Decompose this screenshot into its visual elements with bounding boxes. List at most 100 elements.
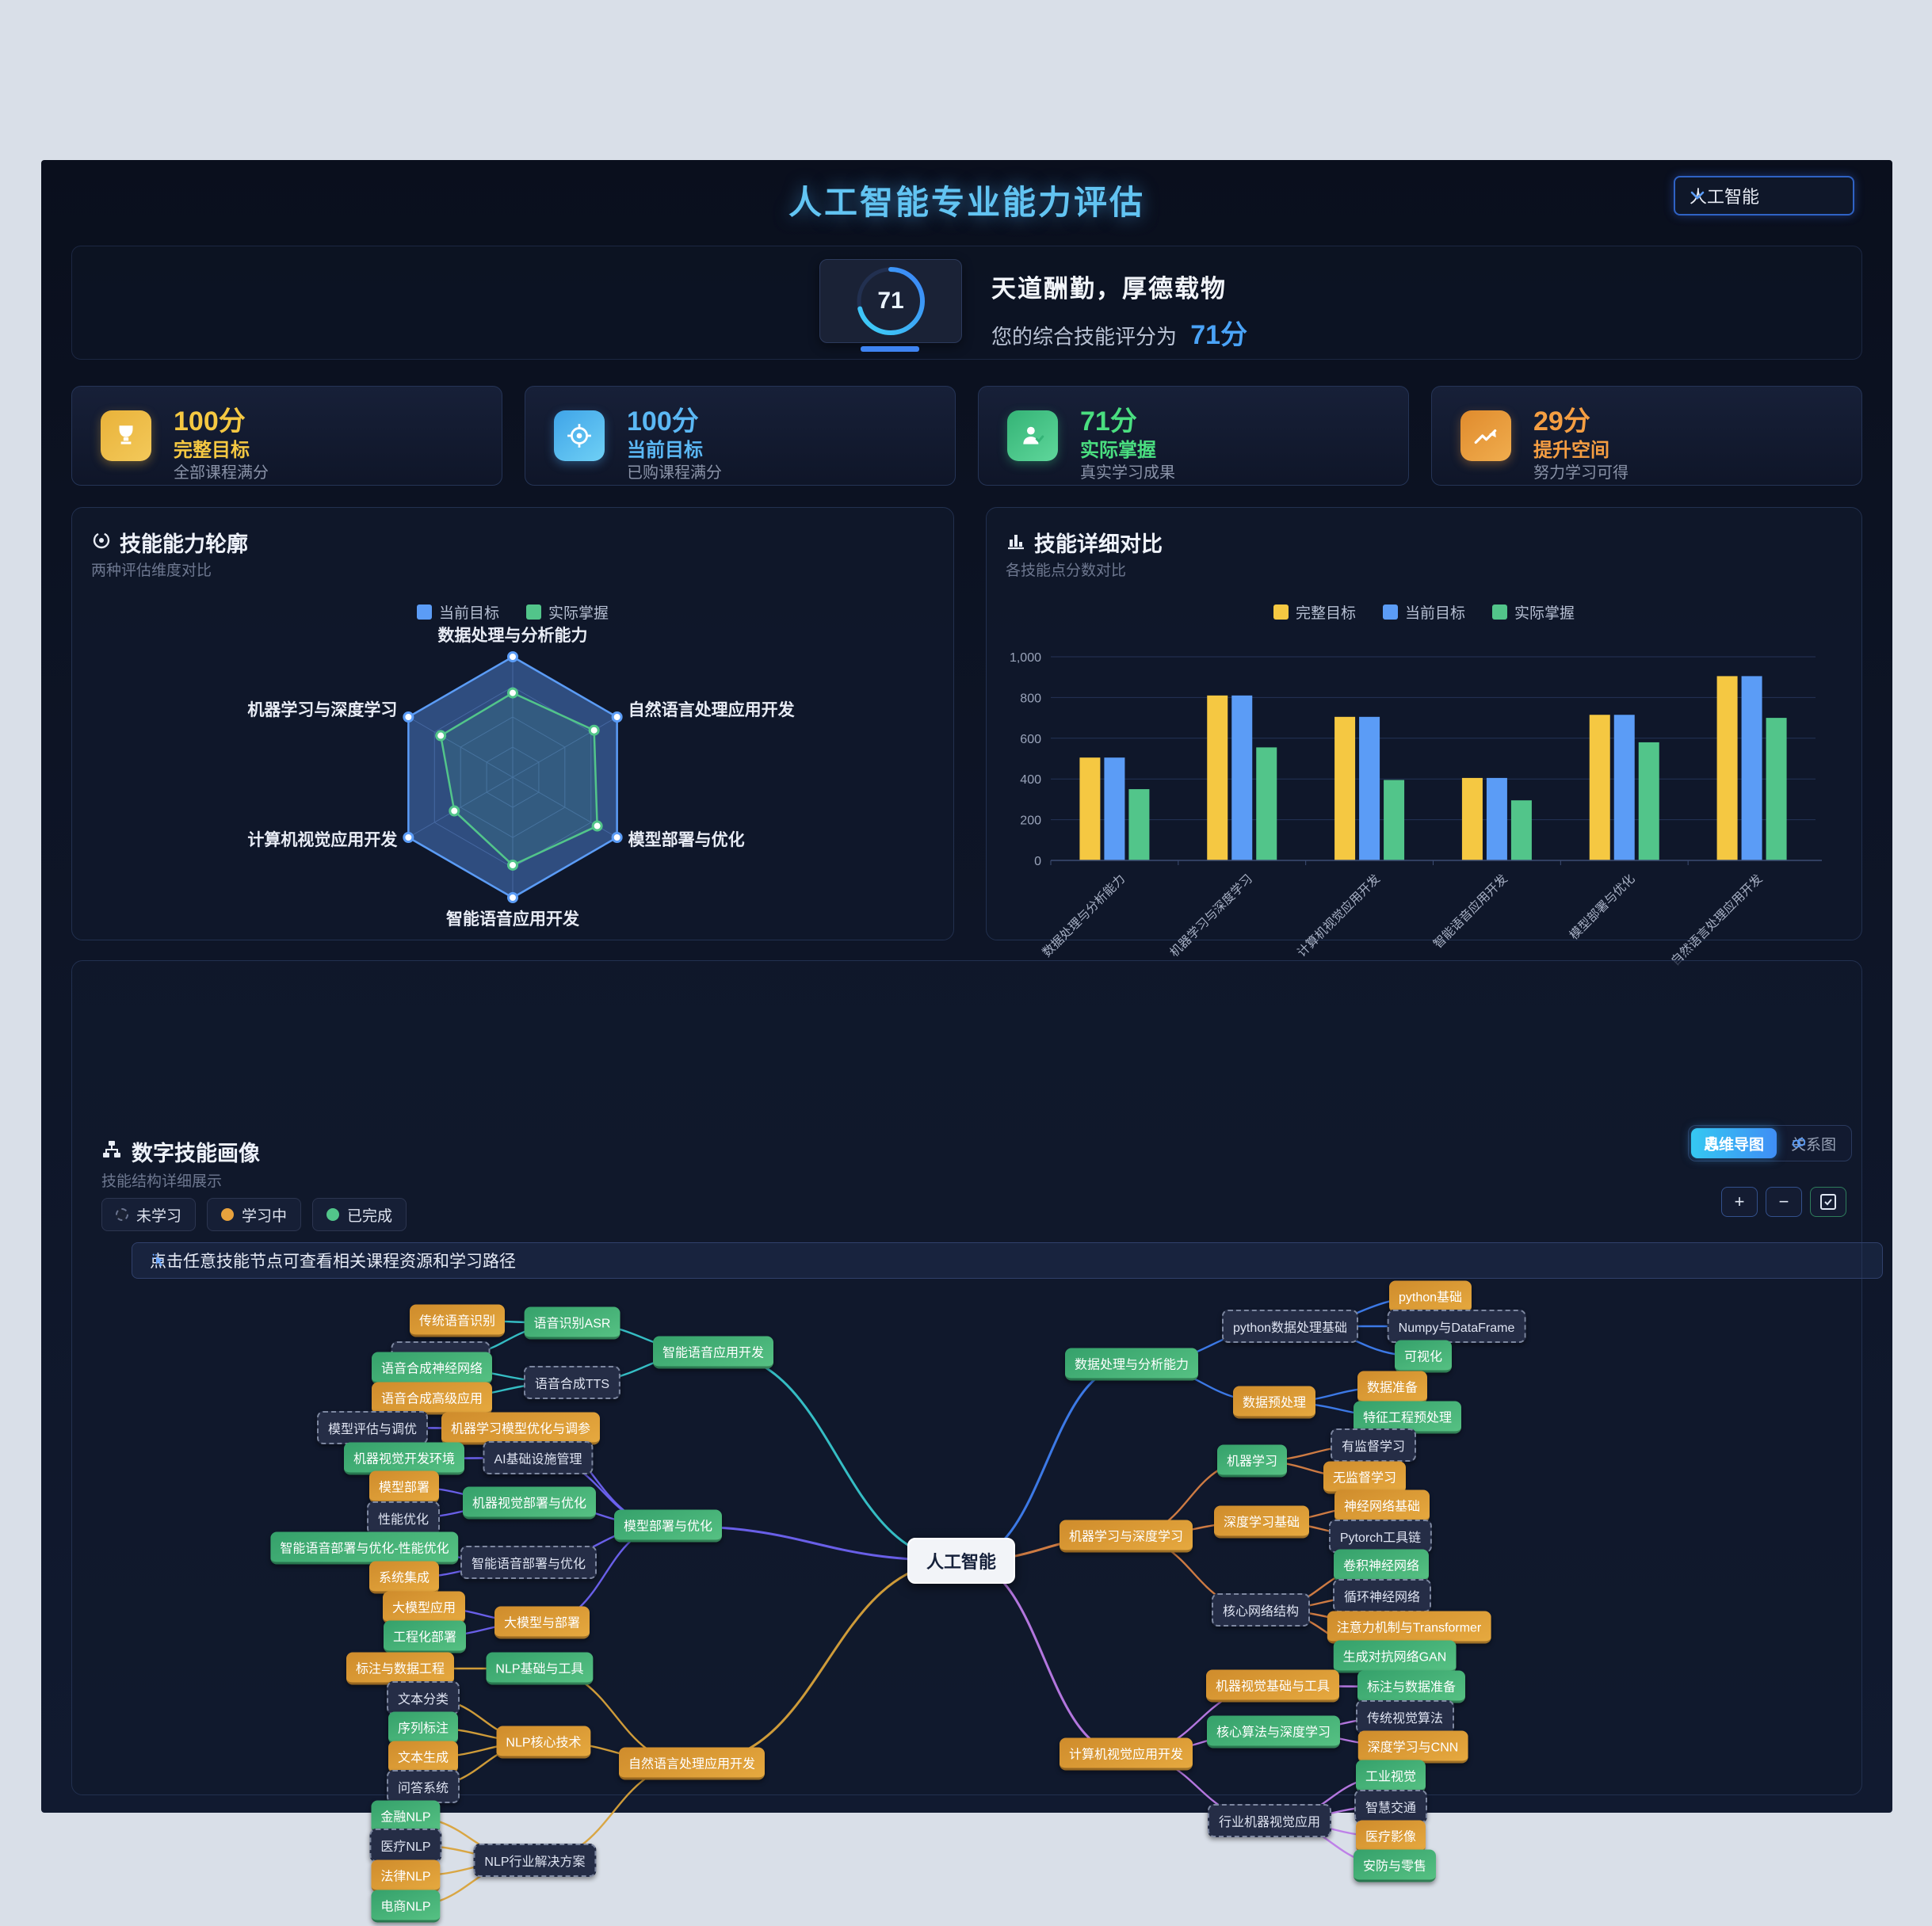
legend-item[interactable]: 实际掌握: [526, 601, 609, 623]
bar-当前目标[interactable]: [1741, 676, 1762, 860]
mindmap-node[interactable]: 循环神经网络: [1332, 1579, 1432, 1612]
bar-完整目标[interactable]: [1079, 757, 1101, 860]
mindmap-node[interactable]: 文本生成: [388, 1741, 459, 1774]
fit-view-button[interactable]: [1810, 1187, 1846, 1217]
mindmap-node[interactable]: 核心网络结构: [1211, 1593, 1311, 1627]
mindmap-node[interactable]: 数据处理与分析能力: [1064, 1348, 1199, 1381]
legend-item[interactable]: 当前目标: [416, 601, 499, 623]
mindmap-node[interactable]: 工程化部署: [383, 1620, 467, 1653]
mindmap-node[interactable]: 机器视觉部署与优化: [462, 1486, 597, 1520]
tab-graph-view[interactable]: 关系图: [1778, 1128, 1849, 1158]
mindmap-node[interactable]: 注意力机制与Transformer: [1327, 1611, 1491, 1644]
mindmap-node[interactable]: 卷积神经网络: [1333, 1549, 1430, 1582]
mindmap-node[interactable]: 序列标注: [388, 1711, 459, 1745]
bar-实际掌握[interactable]: [1128, 789, 1150, 860]
legend-item[interactable]: 完整目标: [1273, 601, 1356, 623]
mindmap-node[interactable]: 系统集成: [368, 1561, 440, 1594]
bar-当前目标[interactable]: [1359, 716, 1380, 860]
mindmap-node[interactable]: 标注与数据工程: [346, 1652, 455, 1685]
bar-完整目标[interactable]: [1589, 715, 1610, 860]
mindmap-node[interactable]: 计算机视觉应用开发: [1059, 1737, 1193, 1771]
mindmap-node[interactable]: 工业视觉: [1355, 1760, 1426, 1793]
mindmap-node[interactable]: Pytorch工具链: [1328, 1520, 1433, 1553]
mindmap-node[interactable]: 有监督学习: [1330, 1428, 1417, 1462]
legend-swatch: [1382, 604, 1398, 620]
mindmap-node[interactable]: 法律NLP: [371, 1859, 441, 1893]
status-chip-not-learned[interactable]: 未学习: [101, 1198, 197, 1231]
gauge-ring: [857, 267, 925, 335]
mindmap-node[interactable]: 机器视觉基础与工具: [1205, 1669, 1340, 1703]
mindmap-node[interactable]: 机器学习模型优化与调参: [441, 1412, 601, 1445]
mindmap-node[interactable]: 语音合成高级应用: [371, 1382, 493, 1415]
status-chip-completed[interactable]: 已完成: [312, 1198, 407, 1231]
mindmap-node[interactable]: 语音合成TTS: [523, 1366, 621, 1399]
mindmap-node[interactable]: 电商NLP: [371, 1890, 441, 1923]
mindmap-node[interactable]: 自然语言处理应用开发: [618, 1747, 766, 1780]
mindmap-node[interactable]: NLP核心技术: [496, 1726, 591, 1759]
mindmap-node[interactable]: 语音合成神经网络: [371, 1352, 493, 1385]
mindmap-node[interactable]: 行业机器视觉应用: [1207, 1804, 1332, 1837]
mindmap-node[interactable]: 问答系统: [386, 1770, 460, 1803]
mindmap-node[interactable]: 数据预处理: [1232, 1386, 1316, 1419]
course-selector-dropdown[interactable]: 人工智能: [1674, 176, 1854, 215]
mindmap-root-node[interactable]: 人工智能: [907, 1538, 1016, 1584]
mindmap-node[interactable]: 深度学习与CNN: [1357, 1730, 1468, 1764]
mindmap-node[interactable]: 大模型与部署: [494, 1606, 590, 1639]
mindmap-node[interactable]: 模型部署: [368, 1470, 440, 1504]
mindmap-node[interactable]: 大模型应用: [382, 1591, 466, 1624]
mindmap-node[interactable]: 机器视觉开发环境: [343, 1442, 465, 1475]
mindmap-node[interactable]: 生成对抗网络GAN: [1333, 1640, 1457, 1673]
mindmap-node[interactable]: 无监督学习: [1323, 1461, 1407, 1494]
mindmap-node[interactable]: 文本分类: [386, 1681, 460, 1714]
mindmap-node[interactable]: python数据处理基础: [1221, 1310, 1359, 1343]
mindmap-node[interactable]: 智能语音部署与优化: [460, 1546, 598, 1579]
mindmap-node[interactable]: 智能语音应用开发: [652, 1336, 774, 1369]
bar-当前目标[interactable]: [1613, 715, 1635, 860]
mindmap-node[interactable]: 智能语音部署与优化-性能优化: [270, 1531, 459, 1565]
bar-当前目标[interactable]: [1231, 695, 1253, 860]
legend-item[interactable]: 实际掌握: [1492, 601, 1575, 623]
mindmap-node[interactable]: 模型评估与调优: [316, 1411, 429, 1444]
mindmap-node[interactable]: 标注与数据准备: [1357, 1670, 1466, 1703]
bar-实际掌握[interactable]: [1384, 780, 1405, 860]
mindmap-node[interactable]: 机器学习: [1216, 1444, 1288, 1478]
bar-实际掌握[interactable]: [1256, 747, 1277, 860]
legend-item[interactable]: 当前目标: [1382, 601, 1465, 623]
bar-当前目标[interactable]: [1486, 777, 1507, 860]
mindmap-node[interactable]: 神经网络基础: [1334, 1489, 1430, 1523]
bar-实际掌握[interactable]: [1638, 742, 1659, 860]
bar-完整目标[interactable]: [1207, 695, 1228, 860]
mindmap-node[interactable]: 安防与零售: [1353, 1849, 1437, 1882]
mindmap-node[interactable]: 传统语音识别: [409, 1304, 506, 1337]
mindmap-node[interactable]: 智慧交通: [1354, 1790, 1428, 1823]
mindmap-node[interactable]: 机器学习与深度学习: [1059, 1520, 1193, 1553]
mindmap-node[interactable]: NLP基础与工具: [486, 1652, 594, 1685]
mindmap-node[interactable]: 医疗NLP: [369, 1829, 442, 1862]
mindmap-node[interactable]: python基础: [1388, 1280, 1472, 1314]
mindmap-node[interactable]: 数据准备: [1357, 1371, 1428, 1404]
mindmap-canvas[interactable]: 人工智能智能语音应用开发语音识别ASR传统语音识别深度学习ASR语音合成TTS语…: [71, 1280, 1861, 1926]
tab-mindmap-view[interactable]: 思维导图: [1691, 1128, 1777, 1158]
mindmap-node[interactable]: AI基础设施管理: [483, 1441, 594, 1474]
bar-实际掌握[interactable]: [1766, 718, 1787, 860]
mindmap-node[interactable]: 金融NLP: [371, 1800, 441, 1833]
mindmap-node[interactable]: 传统视觉算法: [1355, 1700, 1455, 1733]
mindmap-node[interactable]: Numpy与DataFrame: [1387, 1310, 1526, 1343]
zoom-out-button[interactable]: −: [1766, 1187, 1802, 1217]
mindmap-node[interactable]: NLP行业解决方案: [473, 1844, 597, 1877]
status-chip-learning[interactable]: 学习中: [207, 1198, 302, 1231]
mindmap-node[interactable]: 模型部署与优化: [613, 1509, 723, 1543]
bar-完整目标[interactable]: [1334, 716, 1356, 860]
mindmap-node[interactable]: 核心算法与深度学习: [1206, 1715, 1341, 1749]
mindmap-node[interactable]: 可视化: [1394, 1340, 1453, 1373]
person-check-icon: [1007, 410, 1058, 461]
bar-完整目标[interactable]: [1461, 777, 1483, 860]
bar-实际掌握[interactable]: [1510, 800, 1532, 860]
mindmap-node[interactable]: 性能优化: [366, 1501, 441, 1535]
mindmap-node[interactable]: 语音识别ASR: [524, 1306, 620, 1340]
bar-完整目标[interactable]: [1716, 676, 1738, 860]
mindmap-node[interactable]: 医疗影像: [1355, 1820, 1426, 1853]
zoom-in-button[interactable]: +: [1721, 1187, 1758, 1217]
bar-当前目标[interactable]: [1104, 757, 1125, 860]
mindmap-node[interactable]: 深度学习基础: [1213, 1505, 1310, 1539]
